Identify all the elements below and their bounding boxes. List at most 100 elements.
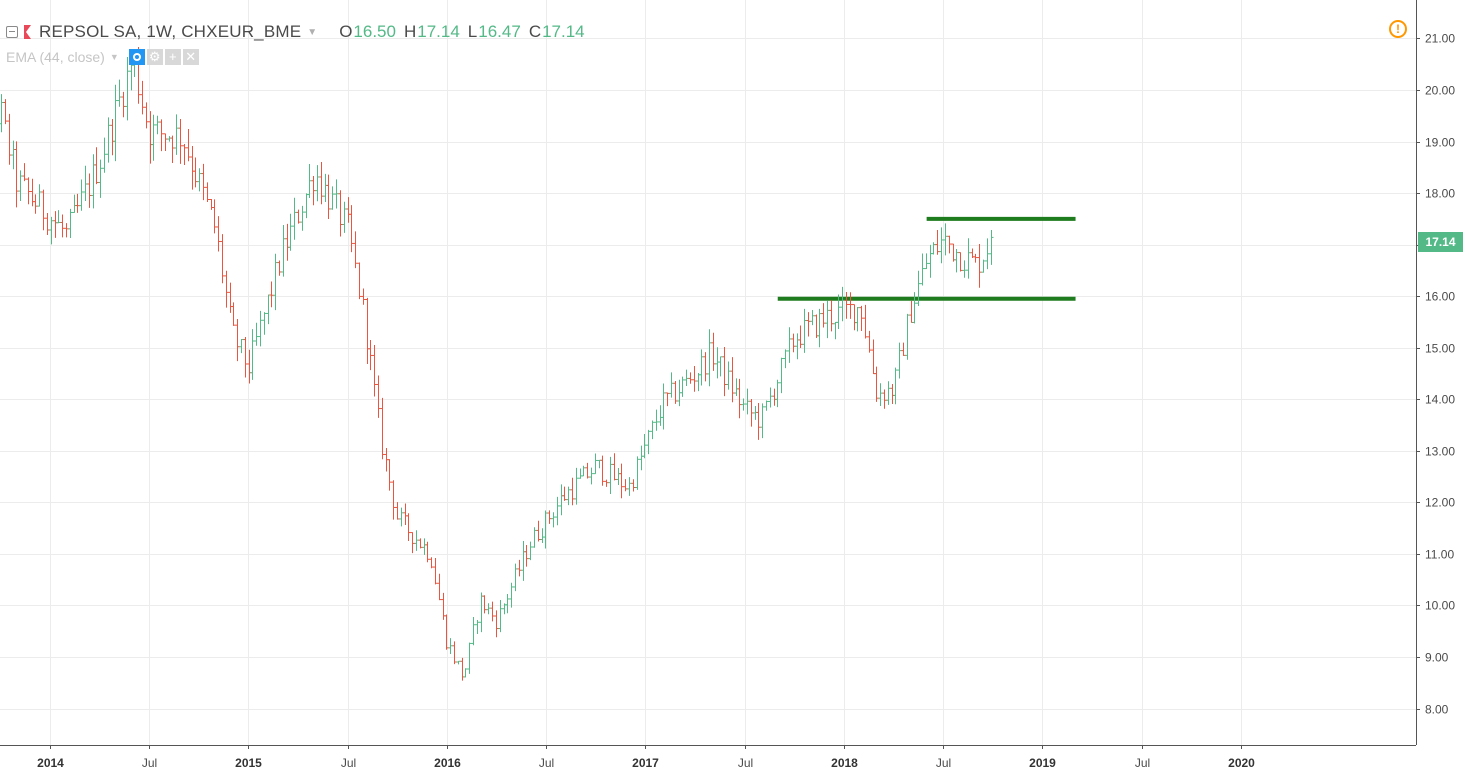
ohlc-bar xyxy=(334,179,339,209)
collapse-icon[interactable] xyxy=(6,26,18,38)
y-tick-label: 15.00 xyxy=(1425,342,1455,356)
ohlc-bar xyxy=(368,340,373,371)
ohlc-bar xyxy=(715,347,720,379)
ohlc-bar xyxy=(315,165,320,202)
ohlc-bar xyxy=(684,369,689,387)
ohlc-bar xyxy=(901,342,906,356)
ohlc-bar xyxy=(593,453,598,475)
ohlc-bar xyxy=(482,595,487,614)
ohlc-bar xyxy=(403,503,408,525)
ohlc-bar xyxy=(722,347,727,397)
ohlc-bar xyxy=(673,381,678,404)
ohlc-bar xyxy=(882,389,887,409)
ohlc-bar xyxy=(635,456,640,490)
ohlc-bar xyxy=(326,174,331,220)
x-tick-label: 2020 xyxy=(1228,756,1255,770)
ohlc-bar xyxy=(935,229,940,255)
ohlc-bar xyxy=(235,319,240,362)
x-tick-label: Jul xyxy=(341,756,356,770)
symbol-title[interactable]: REPSOL SA, 1W, CHXEUR_BME xyxy=(39,22,302,41)
ohlc-bar xyxy=(551,512,556,528)
ohlc-bar xyxy=(966,238,971,279)
ohlc-bar xyxy=(829,300,834,332)
y-tick-label: 14.00 xyxy=(1425,393,1455,407)
add-icon[interactable]: + xyxy=(164,49,181,65)
ohlc-bar xyxy=(486,603,491,615)
ohlc-bar xyxy=(292,197,297,240)
ohlc-bar xyxy=(589,467,594,485)
visibility-icon[interactable] xyxy=(128,49,145,65)
ohlc-bar xyxy=(170,135,175,164)
ohlc-bar xyxy=(205,182,210,202)
ohlc-bar xyxy=(72,194,77,213)
ohlc-bar xyxy=(730,357,735,403)
ohlc-bar xyxy=(163,133,168,151)
indicator-label[interactable]: EMA (44, close) xyxy=(6,49,105,65)
ohlc-bar xyxy=(471,616,476,646)
ohlc-bar xyxy=(418,538,423,549)
ohlc-bar xyxy=(338,190,343,237)
ohlc-bar xyxy=(559,484,564,516)
ohlc-bar xyxy=(64,223,69,238)
chevron-down-icon[interactable]: ▼ xyxy=(307,26,318,38)
ohlc-bar xyxy=(391,480,396,520)
ohlc-bar xyxy=(182,143,187,166)
settings-icon[interactable]: ⚙ xyxy=(146,49,163,65)
ohlc-bar xyxy=(414,530,419,551)
chevron-down-icon[interactable]: ▼ xyxy=(109,52,119,62)
ohlc-bar xyxy=(619,463,624,499)
ohlc-bar xyxy=(764,400,769,411)
ohlc-bar xyxy=(45,213,50,236)
y-tick-label: 16.00 xyxy=(1425,290,1455,304)
ohlc-bar xyxy=(448,638,453,654)
ohlc-bar xyxy=(874,366,879,402)
ohlc-bar xyxy=(581,465,586,477)
ohlc-bar xyxy=(463,668,468,678)
ohlc-bar xyxy=(688,372,693,384)
ohlc-bar xyxy=(323,173,328,203)
ohlc-bar xyxy=(174,114,179,155)
ohlc-bar xyxy=(756,403,761,440)
ohlc-bar xyxy=(878,383,883,407)
x-tick-label: 2016 xyxy=(434,756,461,770)
ohlc-bar xyxy=(452,641,457,665)
ohlc-bar xyxy=(661,383,666,430)
ohlc-bar xyxy=(699,349,704,386)
ohlc-bar xyxy=(399,507,404,527)
ohlc-bar xyxy=(570,477,575,506)
ohlc-bar xyxy=(726,361,731,390)
ohlc-bar xyxy=(669,372,674,398)
ohlc-bar xyxy=(962,260,967,278)
time-axis-labels: 2014 Jul 2015 Jul 2016 Jul 2017 Jul 2018 Jul 2019 J… xyxy=(37,745,1255,770)
ohlc-bar xyxy=(330,186,335,210)
x-tick-label: Jul xyxy=(738,756,753,770)
ohlc-bar xyxy=(0,94,4,133)
horizontal-lines xyxy=(777,216,1076,301)
ohlc-bar xyxy=(372,345,377,397)
ohlc-bar xyxy=(269,281,274,308)
ohlc-bar xyxy=(532,527,537,548)
high-label: H xyxy=(403,22,417,41)
ohlc-bar xyxy=(566,486,571,506)
ohlc-bar xyxy=(281,225,286,277)
chart-grid xyxy=(0,0,1416,745)
y-tick-label: 10.00 xyxy=(1425,599,1455,613)
price-axis-labels: 8.00 9.00 10.00 11.00 12.00 13.00 14.00 15.00 16… xyxy=(1416,32,1455,717)
ohlc-bar xyxy=(707,329,712,387)
ohlc-bar xyxy=(627,477,632,496)
ohlc-bar xyxy=(37,184,42,207)
ohlc-bar xyxy=(87,173,92,208)
ohlc-bar xyxy=(703,352,708,382)
open-value: 16.50 xyxy=(353,22,396,41)
close-icon[interactable]: ✕ xyxy=(182,49,199,65)
alert-icon[interactable]: ! xyxy=(1389,20,1407,38)
ohlc-bar xyxy=(871,339,876,375)
ohlc-bar xyxy=(353,231,358,269)
ohlc-bar xyxy=(479,592,484,633)
ohlc-bar xyxy=(106,117,111,163)
ohlc-bar xyxy=(406,513,411,542)
ohlc-bar xyxy=(863,304,868,339)
flag-icon xyxy=(24,25,31,39)
ohlc-bar xyxy=(943,223,948,256)
